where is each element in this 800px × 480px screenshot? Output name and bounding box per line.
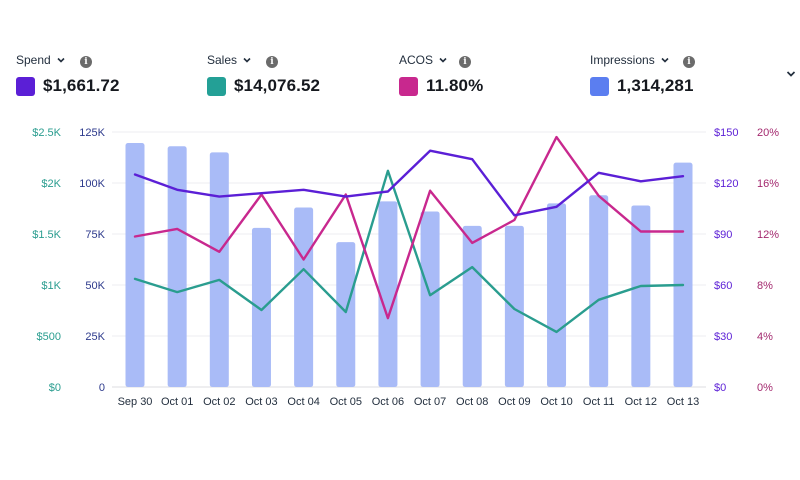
impressions-bar (547, 203, 567, 387)
x-axis-tick: Oct 08 (456, 396, 488, 408)
x-axis-tick: Oct 12 (625, 396, 657, 408)
metric-sales-swatch (207, 76, 226, 96)
x-axis-tick: Oct 13 (667, 396, 699, 408)
series-lines (133, 135, 685, 334)
sales-line (133, 169, 685, 334)
spend-axis: $0 $30 $60 $90 $120 $150 (714, 127, 738, 394)
impressions-bars (125, 143, 693, 387)
x-axis-tick: Sep 30 (118, 396, 153, 408)
metric-sales-value: $14,076.52 (234, 76, 321, 95)
metric-spend: Spend i $1,661.72 (16, 52, 120, 96)
x-axis-tick: Oct 11 (583, 396, 615, 408)
spend-axis-tick: $0 (714, 382, 726, 394)
impressions-axis: 0 25K 50K 75K 100K 125K (79, 127, 105, 394)
metric-sales-label: Sales (207, 53, 238, 67)
impressions-bar (631, 205, 651, 387)
spend-axis-tick: $60 (714, 280, 732, 292)
x-axis: Sep 30 Oct 01 Oct 02 Oct 03 Oct 04 Oct 05 Oct … (118, 396, 700, 408)
metric-sales: Sales i $14,076.52 (207, 52, 320, 96)
metric-impressions-label: Impressions (590, 53, 655, 67)
metric-impressions-swatch (590, 76, 609, 96)
impressions-bar (251, 227, 271, 387)
sales-axis-tick: $0 (49, 382, 61, 394)
acos-axis-tick: 16% (757, 178, 779, 190)
sales-axis-tick: $1K (41, 280, 61, 292)
metric-spend-swatch (16, 76, 35, 96)
spend-axis-tick: $120 (714, 178, 738, 190)
acos-axis-tick: 12% (757, 229, 779, 241)
impressions-bar (589, 195, 609, 387)
info-icon[interactable]: i (459, 56, 471, 68)
chevron-down-icon (57, 57, 65, 63)
spend-line (133, 149, 685, 217)
spend-axis-tick: $90 (714, 229, 732, 241)
acos-axis-tick: 20% (757, 127, 779, 139)
metric-acos-value: 11.80% (426, 76, 484, 95)
info-icon[interactable]: i (80, 56, 92, 68)
impressions-bar (209, 152, 229, 387)
metric-impressions-value: 1,314,281 (617, 76, 694, 95)
metric-sales-selector[interactable]: Sales (207, 52, 320, 68)
x-axis-tick: Oct 06 (372, 396, 404, 408)
sales-axis-tick: $1.5K (32, 229, 61, 241)
x-axis-tick: Oct 04 (287, 396, 319, 408)
impressions-axis-tick: 125K (79, 127, 105, 139)
impressions-bar (378, 201, 398, 387)
metric-acos: ACOS i 11.80% (399, 52, 483, 96)
acos-axis-tick: 8% (757, 280, 773, 292)
x-axis-tick: Oct 01 (161, 396, 193, 408)
metric-acos-label: ACOS (399, 53, 434, 67)
info-icon[interactable]: i (683, 56, 695, 68)
chevron-down-icon (661, 57, 669, 63)
metric-spend-value: $1,661.72 (43, 76, 120, 95)
impressions-bar (294, 207, 314, 387)
impressions-bar (462, 225, 482, 387)
metric-acos-swatch (399, 76, 418, 96)
x-axis-tick: Oct 07 (414, 396, 446, 408)
sales-axis-tick: $2K (41, 178, 61, 190)
sales-axis-tick: $500 (37, 331, 61, 343)
spend-axis-tick: $150 (714, 127, 738, 139)
sales-axis-tick: $2.5K (32, 127, 61, 139)
x-axis-tick: Oct 02 (203, 396, 235, 408)
impressions-bar (504, 225, 524, 387)
impressions-axis-tick: 75K (85, 229, 105, 241)
metrics-bar: Spend i $1,661.72 Sales i $14,076.52 ACO… (0, 52, 800, 102)
chevron-down-icon (439, 57, 447, 63)
acos-axis: 0% 4% 8% 12% 16% 20% (757, 127, 779, 394)
impressions-bar (420, 211, 440, 387)
metric-spend-label: Spend (16, 53, 51, 67)
x-axis-tick: Oct 09 (498, 396, 530, 408)
impressions-bar (673, 162, 693, 387)
metric-impressions-selector[interactable]: Impressions (590, 52, 694, 68)
x-axis-tick: Oct 05 (330, 396, 362, 408)
x-axis-tick: Oct 10 (540, 396, 572, 408)
metric-spend-selector[interactable]: Spend (16, 52, 120, 68)
impressions-axis-tick: 0 (99, 382, 105, 394)
impressions-bar (167, 146, 187, 387)
chevron-down-icon (243, 57, 251, 63)
spend-axis-tick: $30 (714, 331, 732, 343)
x-axis-tick: Oct 03 (245, 396, 277, 408)
impressions-bar (125, 143, 145, 387)
sales-axis: $0 $500 $1K $1.5K $2K $2.5K (32, 127, 61, 394)
metric-impressions: Impressions i 1,314,281 (590, 52, 695, 96)
impressions-axis-tick: 100K (79, 178, 105, 190)
impressions-axis-tick: 50K (85, 280, 105, 292)
acos-axis-tick: 0% (757, 382, 773, 394)
acos-line (133, 135, 685, 320)
metric-acos-selector[interactable]: ACOS (399, 52, 483, 68)
impressions-bar (336, 242, 356, 387)
info-icon[interactable]: i (266, 56, 278, 68)
expand-chevron-icon[interactable] (785, 68, 797, 80)
impressions-axis-tick: 25K (85, 331, 105, 343)
acos-axis-tick: 4% (757, 331, 773, 343)
